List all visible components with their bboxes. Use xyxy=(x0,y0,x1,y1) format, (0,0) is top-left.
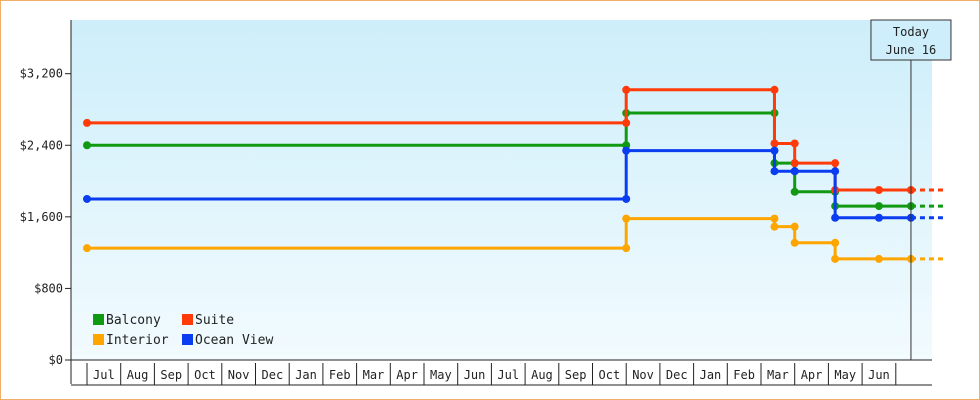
data-point xyxy=(874,213,883,222)
month-label: Aug xyxy=(531,368,553,382)
data-point xyxy=(831,159,840,168)
data-point xyxy=(83,118,91,127)
data-point xyxy=(874,202,883,211)
legend-label: Ocean View xyxy=(195,333,273,348)
legend-label: Balcony xyxy=(106,313,161,328)
data-point xyxy=(790,222,799,231)
legend-swatch xyxy=(182,334,193,345)
data-point xyxy=(790,187,799,196)
data-point xyxy=(831,213,840,222)
data-point xyxy=(622,194,631,203)
month-label: Dec xyxy=(262,368,284,382)
data-point xyxy=(790,139,799,148)
legend-swatch xyxy=(93,314,104,325)
series-interior xyxy=(83,214,947,263)
month-label: Feb xyxy=(733,368,755,382)
today-label: Today xyxy=(893,25,929,39)
data-point xyxy=(770,146,779,155)
y-tick-label: $0 xyxy=(49,353,63,367)
month-label: Feb xyxy=(329,368,351,382)
data-point xyxy=(83,141,91,150)
month-label: Dec xyxy=(666,368,688,382)
data-point xyxy=(83,244,91,253)
series-line xyxy=(87,149,911,220)
month-label: Sep xyxy=(565,368,587,382)
data-point xyxy=(83,194,91,203)
plot-background xyxy=(71,20,932,360)
data-point xyxy=(831,254,840,263)
month-label: Jan xyxy=(700,368,722,382)
series-ocean-view xyxy=(83,146,947,222)
data-point xyxy=(790,167,799,176)
data-point xyxy=(622,214,631,223)
data-point xyxy=(831,238,840,247)
month-label: Apr xyxy=(801,368,823,382)
month-label: Jun xyxy=(868,368,890,382)
data-point xyxy=(770,139,779,148)
data-point xyxy=(770,167,779,176)
data-point xyxy=(622,118,631,127)
month-label: Sep xyxy=(160,368,182,382)
y-tick-label: $800 xyxy=(34,281,63,295)
month-label: Oct xyxy=(599,368,621,382)
y-tick-label: $2,400 xyxy=(20,138,63,152)
data-point xyxy=(770,222,779,231)
month-label: Mar xyxy=(767,368,789,382)
month-label: May xyxy=(430,368,452,382)
data-point xyxy=(790,159,799,168)
month-label: Apr xyxy=(396,368,418,382)
data-point xyxy=(622,244,631,253)
legend-swatch xyxy=(182,314,193,325)
month-label: Jun xyxy=(464,368,486,382)
y-tick-label: $1,600 xyxy=(20,210,63,224)
legend-swatch xyxy=(93,334,104,345)
month-label: Jul xyxy=(497,368,519,382)
legend-label: Interior xyxy=(106,333,169,348)
month-label: Jan xyxy=(295,368,317,382)
month-label: Nov xyxy=(228,368,250,382)
data-point xyxy=(622,85,631,94)
data-point xyxy=(790,238,799,247)
month-label: May xyxy=(834,368,856,382)
data-point xyxy=(874,186,883,194)
month-label: Jul xyxy=(93,368,115,382)
month-label: Oct xyxy=(194,368,216,382)
today-date: June 16 xyxy=(886,43,937,57)
legend-label: Suite xyxy=(195,313,234,328)
data-point xyxy=(770,85,779,94)
y-tick-label: $3,200 xyxy=(20,67,63,81)
data-point xyxy=(622,146,631,155)
month-label: Mar xyxy=(363,368,385,382)
data-point xyxy=(770,214,779,223)
data-point xyxy=(831,167,840,176)
month-label: Aug xyxy=(127,368,149,382)
today-box xyxy=(870,19,952,61)
data-point xyxy=(874,254,883,263)
month-label: Nov xyxy=(632,368,654,382)
